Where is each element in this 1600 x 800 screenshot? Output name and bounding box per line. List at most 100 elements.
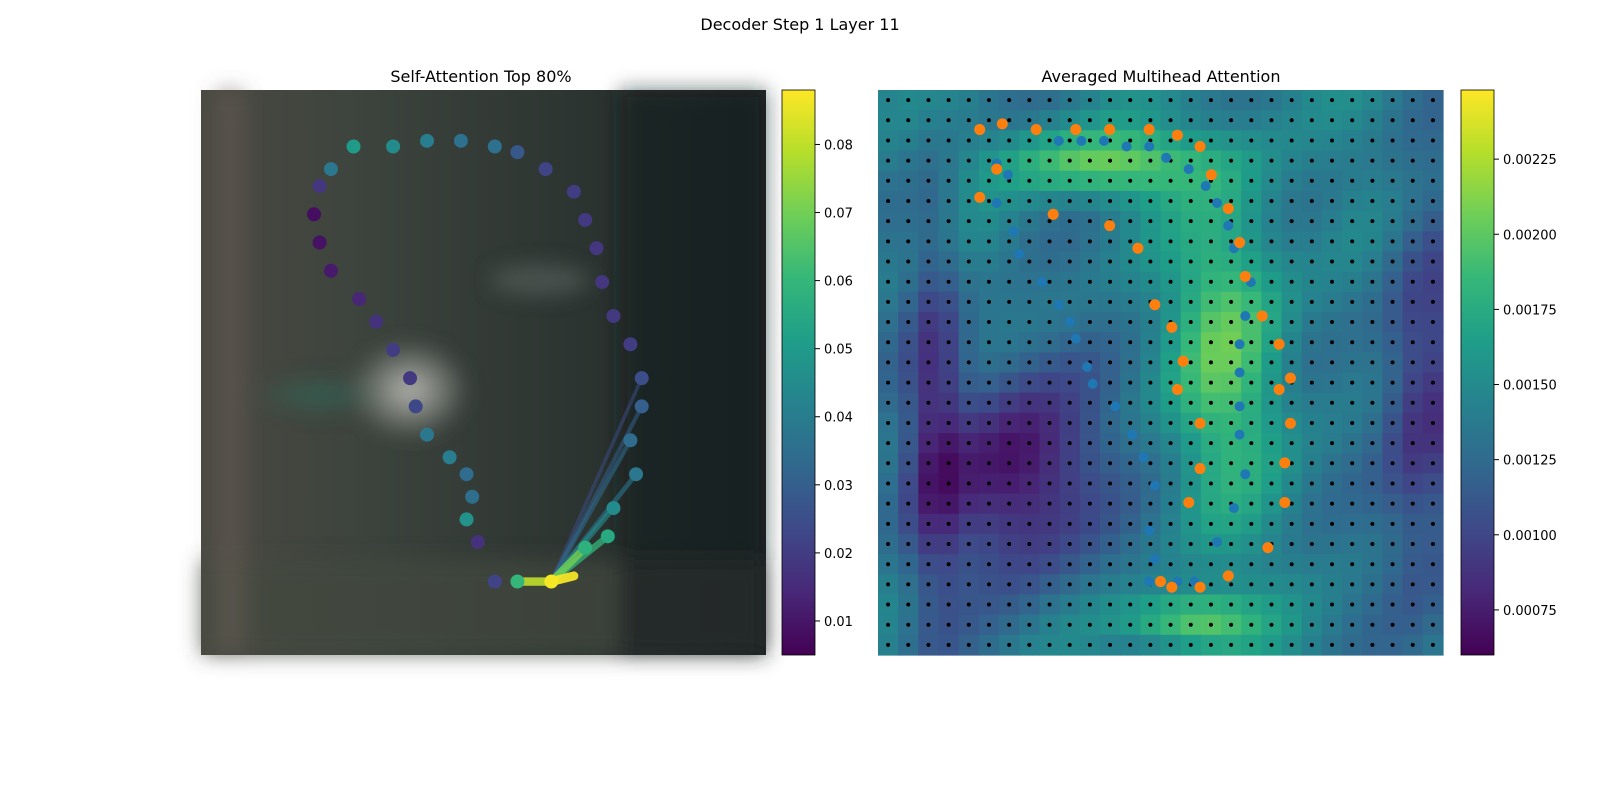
token-point (312, 179, 327, 194)
figure-title: Decoder Step 1 Layer 11 (700, 15, 899, 34)
grid-dot (1128, 481, 1133, 486)
grid-dot (1047, 158, 1052, 163)
blue-point (1240, 469, 1251, 480)
grid-dot (1309, 279, 1314, 284)
grid-dot (886, 441, 891, 446)
grid-dot (1350, 380, 1355, 385)
grid-dot (1067, 501, 1072, 506)
grid-dot (1007, 158, 1012, 163)
grid-dot (906, 299, 911, 304)
grid-dot (1269, 400, 1274, 405)
grid-dot (1108, 158, 1113, 163)
grid-dot (1208, 562, 1213, 567)
grid-dot (966, 420, 971, 425)
grid-dot (1067, 299, 1072, 304)
grid-dot (1067, 420, 1072, 425)
blue-point (1070, 333, 1081, 344)
grid-dot (1330, 340, 1335, 345)
grid-dot (1229, 380, 1234, 385)
grid-dot (1067, 481, 1072, 486)
grid-dot (1229, 158, 1234, 163)
token-point (510, 145, 525, 160)
grid-dot (1108, 98, 1113, 103)
token-point (606, 501, 621, 516)
grid-dot (1229, 562, 1234, 567)
blue-point (1144, 141, 1155, 152)
grid-dot (966, 380, 971, 385)
grid-dot (1309, 259, 1314, 264)
grid-dot (1047, 178, 1052, 183)
grid-dot (1087, 622, 1092, 627)
grid-dot (1330, 98, 1335, 103)
grid-dot (1330, 562, 1335, 567)
grid-dot (1410, 400, 1415, 405)
blue-point (1149, 553, 1160, 564)
grid-dot (1148, 138, 1153, 143)
background-image (201, 90, 766, 655)
grid-dot (1148, 501, 1153, 506)
grid-dot (1047, 602, 1052, 607)
blue-point (1053, 135, 1064, 146)
grid-dot (1128, 118, 1133, 123)
blue-point (1076, 135, 1087, 146)
grid-dot (966, 98, 971, 103)
grid-dot (1027, 602, 1032, 607)
grid-dot (926, 642, 931, 647)
token-point (307, 207, 321, 222)
grid-dot (946, 239, 951, 244)
grid-dot (966, 481, 971, 486)
token-point (487, 574, 502, 589)
grid-dot (1208, 118, 1213, 123)
grid-dot (1370, 98, 1375, 103)
orange-point (1194, 581, 1206, 593)
grid-dot (1390, 178, 1395, 183)
grid-dot (1249, 219, 1254, 224)
grid-dot (1027, 461, 1032, 466)
grid-dot (1289, 501, 1294, 506)
grid-dot (1390, 461, 1395, 466)
grid-dot (1067, 158, 1072, 163)
grid-dot (1208, 521, 1213, 526)
grid-dot (906, 340, 911, 345)
grid-dot (1027, 542, 1032, 547)
grid-dot (966, 219, 971, 224)
grid-dot (1108, 461, 1113, 466)
grid-dot (1390, 219, 1395, 224)
grid-dot (1350, 340, 1355, 345)
grid-dot (1027, 259, 1032, 264)
grid-dot (1410, 582, 1415, 587)
grid-dot (1289, 320, 1294, 325)
grid-dot (1370, 239, 1375, 244)
grid-dot (1188, 481, 1193, 486)
grid-dot (1047, 481, 1052, 486)
grid-dot (926, 279, 931, 284)
grid-dot (1108, 622, 1113, 627)
grid-dot (1350, 98, 1355, 103)
grid-dot (946, 501, 951, 506)
grid-dot (1410, 501, 1415, 506)
grid-dot (1047, 299, 1052, 304)
grid-dot (1108, 198, 1113, 203)
grid-dot (1128, 642, 1133, 647)
grid-dot (1007, 542, 1012, 547)
grid-dot (1249, 299, 1254, 304)
grid-dot (1208, 400, 1213, 405)
grid-dot (1249, 320, 1254, 325)
grid-dot (966, 299, 971, 304)
grid-dot (1309, 622, 1314, 627)
grid-dot (1067, 562, 1072, 567)
grid-dot (1047, 501, 1052, 506)
grid-dot (1330, 582, 1335, 587)
grid-dot (1309, 299, 1314, 304)
blue-point (1144, 576, 1155, 587)
grid-dot (1007, 582, 1012, 587)
grid-dot (1188, 158, 1193, 163)
grid-dot (1410, 138, 1415, 143)
grid-dot (1269, 360, 1274, 365)
colorbar-tick-label: 0.04 (824, 411, 853, 426)
grid-dot (886, 279, 891, 284)
blue-point (1127, 429, 1138, 440)
grid-dot (1430, 299, 1435, 304)
grid-dot (966, 501, 971, 506)
orange-point (1104, 220, 1116, 232)
